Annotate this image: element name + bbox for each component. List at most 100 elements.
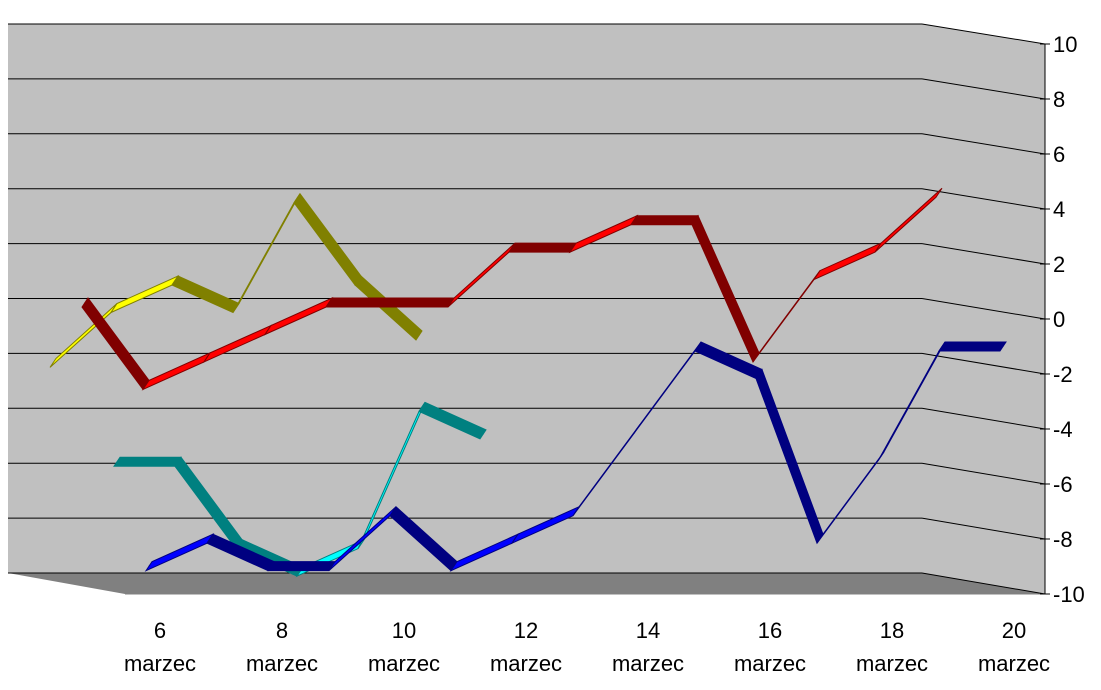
series-segment (508, 242, 577, 253)
series-point (514, 538, 516, 540)
gridline-side (921, 298, 1046, 320)
gridline-side (921, 352, 1046, 375)
series-point (209, 538, 211, 540)
gridlines-group (8, 23, 1046, 595)
gridline-side (921, 133, 1046, 155)
x-tick-label-day: 8 (276, 618, 288, 643)
floor (8, 573, 1045, 594)
series-point (177, 461, 179, 463)
back-wall-group (8, 24, 1045, 594)
x-tick-label-month: marzec (978, 651, 1050, 676)
series-ribbon (81, 187, 943, 391)
series-point (482, 433, 484, 435)
series-segment (418, 401, 487, 440)
series-point (148, 565, 150, 567)
gridline-side (921, 78, 1046, 100)
series-point (421, 406, 423, 408)
series-segment (325, 297, 394, 308)
y-tick-label: 8 (1053, 87, 1065, 112)
x-tick-label-day: 14 (636, 618, 660, 643)
series-point (450, 302, 452, 304)
x-axis-group: 6 marzec 8 marzec 10 marzec 12 marzec 14 marzec 16… (124, 618, 1050, 676)
series-point (267, 329, 269, 331)
series-point (357, 280, 359, 282)
series-point (84, 302, 86, 304)
x-tick-label-day: 18 (880, 618, 904, 643)
series-segment (267, 561, 336, 572)
x-tick-label-month: marzec (612, 651, 684, 676)
series-point (331, 565, 333, 567)
series-point (270, 565, 272, 567)
series-point (113, 307, 115, 309)
series-segment (354, 275, 423, 341)
x-tick-label-month: marzec (246, 651, 318, 676)
series-point (633, 219, 635, 221)
x-tick-label-month: marzec (368, 651, 440, 676)
series-point (1002, 346, 1004, 348)
series-point (238, 543, 240, 545)
series-point (575, 510, 577, 512)
series-segment (113, 456, 182, 467)
y-tick-label: 2 (1053, 252, 1065, 277)
series-segment (630, 215, 699, 226)
y-tick-label: -8 (1053, 527, 1073, 552)
series-segment (386, 297, 455, 308)
series-point (694, 219, 696, 221)
series-point (758, 373, 760, 375)
series-point (816, 274, 818, 276)
series-point (880, 455, 882, 457)
series-segment (874, 187, 943, 253)
y-tick-label: 4 (1053, 197, 1065, 222)
x-tick-label-month: marzec (856, 651, 928, 676)
y-tick-label: 10 (1053, 32, 1077, 57)
gridline-side (921, 407, 1046, 430)
y-tick-label: -2 (1053, 362, 1073, 387)
y-tick-label: -10 (1053, 582, 1085, 607)
series-point (145, 384, 147, 386)
series-point (174, 280, 176, 282)
series-point (938, 192, 940, 194)
series-point (392, 510, 394, 512)
series-point (877, 247, 879, 249)
y-axis-group: 10 8 6 4 2 0 -2 -4 -6 -8 -10 (1040, 32, 1085, 607)
x-tick-label-month: marzec (734, 651, 806, 676)
series-point (755, 356, 757, 358)
x-tick-label-day: 20 (1002, 618, 1026, 643)
series-point (453, 565, 455, 567)
series-point (206, 356, 208, 358)
x-tick-label-day: 6 (154, 618, 166, 643)
x-tick-label-month: marzec (124, 651, 196, 676)
series-ribbon (49, 192, 423, 368)
gridline-side (921, 188, 1046, 210)
series-point (116, 461, 118, 463)
gridline-side (921, 517, 1046, 540)
series-point (360, 543, 362, 545)
x-tick-label-day: 16 (758, 618, 782, 643)
series-ribbon (144, 341, 1007, 572)
gridline-side (921, 23, 1046, 45)
x-tick-label-month: marzec (490, 651, 562, 676)
series-segment (938, 341, 1007, 352)
series-point (572, 247, 574, 249)
series-point (389, 302, 391, 304)
series-point (697, 346, 699, 348)
gridline-side (921, 462, 1046, 485)
series-point (418, 334, 420, 336)
y-tick-label: 0 (1053, 307, 1065, 332)
x-tick-label-day: 12 (514, 618, 538, 643)
series-point (299, 571, 301, 573)
y-tick-label: -6 (1053, 472, 1073, 497)
series-point (511, 247, 513, 249)
series-point (941, 346, 943, 348)
y-tick-label: -4 (1053, 417, 1073, 442)
gridline-side (921, 572, 1046, 595)
series-point (52, 362, 54, 364)
series-ribbon (113, 401, 487, 578)
series-point (296, 197, 298, 199)
series-point (328, 302, 330, 304)
gridline-side (921, 243, 1046, 265)
y-tick-label: 6 (1053, 142, 1065, 167)
series-point (819, 538, 821, 540)
series-point (235, 307, 237, 309)
